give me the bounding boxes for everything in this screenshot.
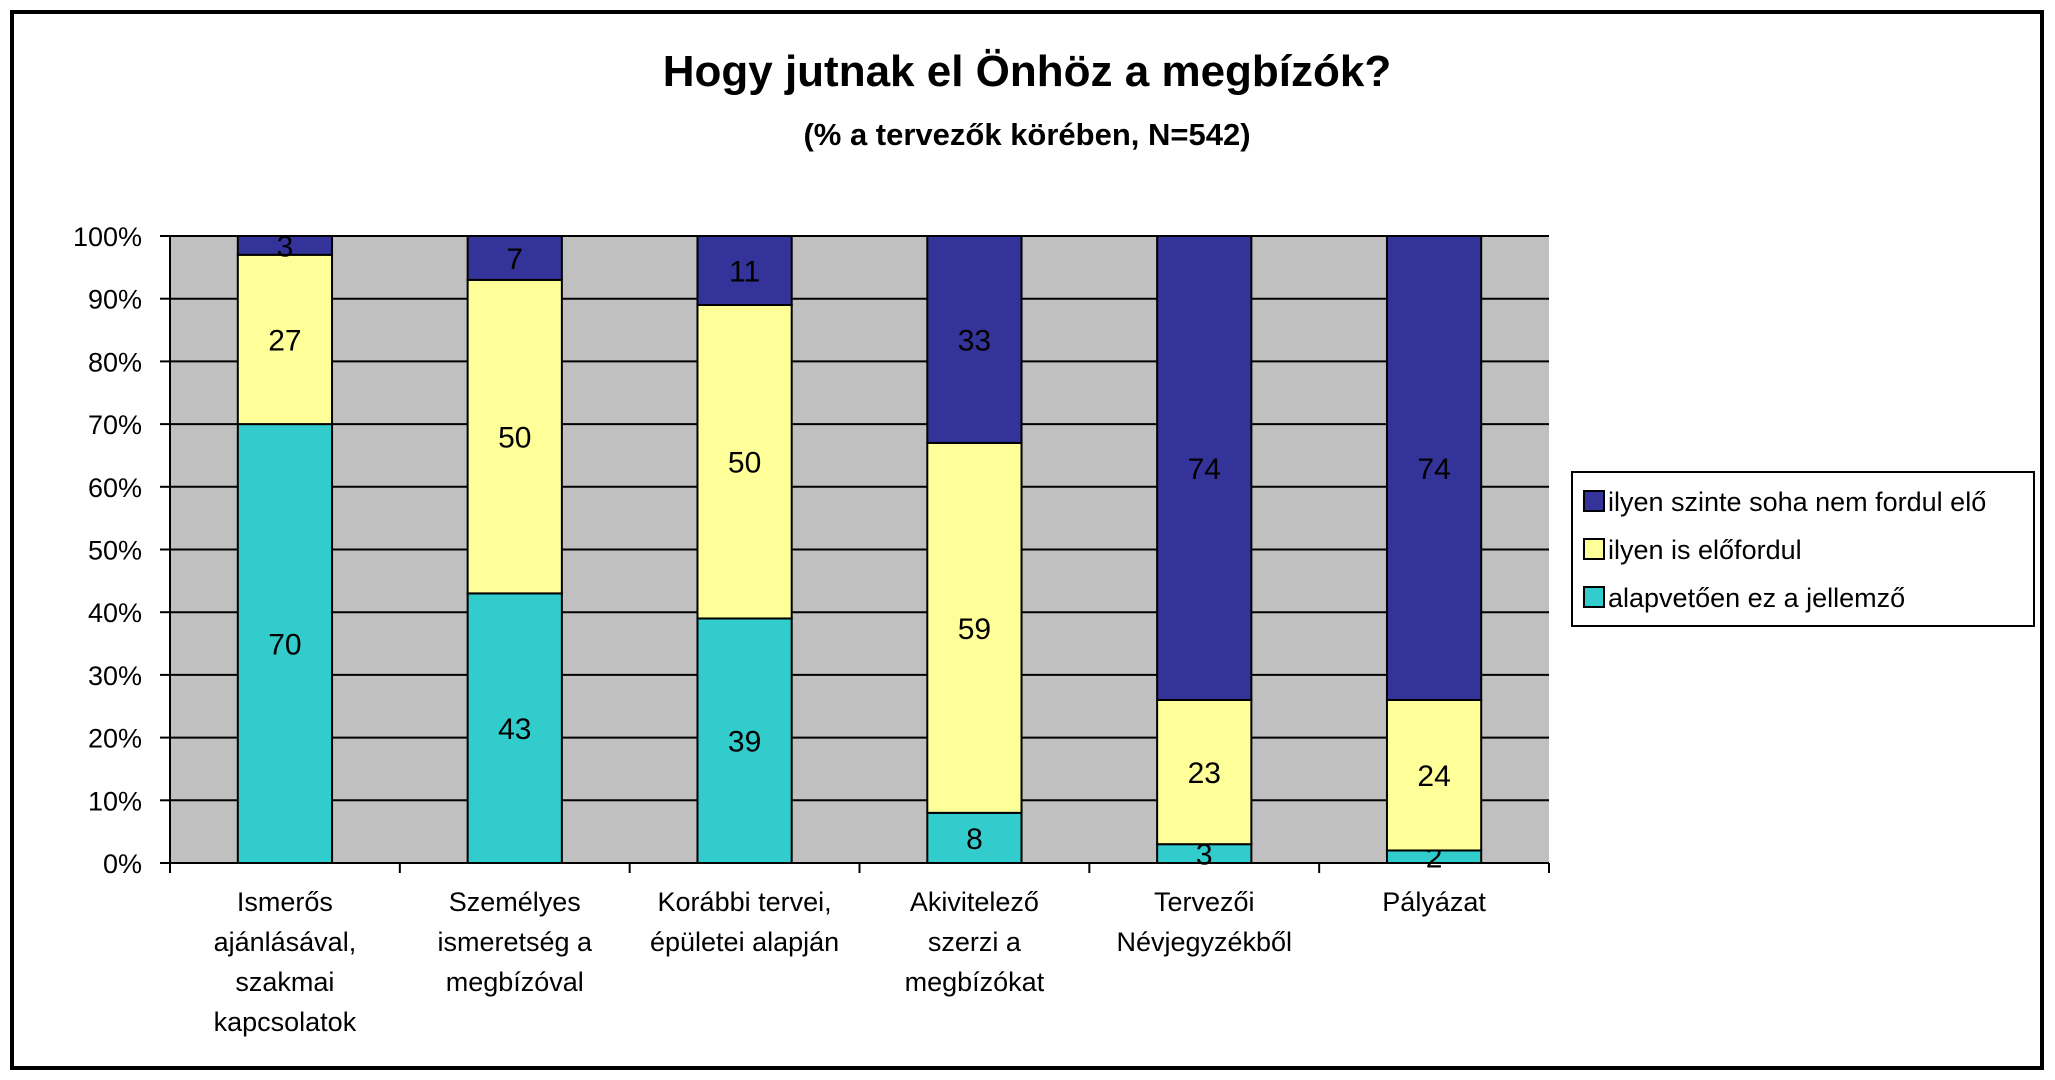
- data-label: 74: [1417, 453, 1450, 486]
- chart-title: Hogy jutnak el Önhöz a megbízók?: [663, 47, 1392, 96]
- data-label: 27: [268, 324, 301, 357]
- x-tick-label-line: megbízóval: [446, 967, 584, 997]
- bar-segment: [236, 235, 334, 256]
- axes: [160, 235, 1550, 873]
- x-tick-label-line: Tervezői: [1154, 887, 1255, 917]
- gridlines: [170, 235, 1549, 802]
- y-tick-labels: 0% 10% 20% 30% 40% 50% 60% 70% 80% 90% 100%: [73, 222, 142, 879]
- bar-segment: [926, 235, 1023, 444]
- y-tick-label: 50%: [88, 536, 142, 566]
- x-tick-label-line: Ismerős: [237, 887, 333, 917]
- y-tick-label: 10%: [88, 786, 142, 816]
- bar-segment: [236, 253, 334, 426]
- bar-segment: [1156, 698, 1253, 846]
- x-tick-label-line: kapcsolatok: [214, 1007, 357, 1037]
- legend-box: [1571, 471, 2035, 627]
- x-tick-label-line: ismeretség a: [437, 927, 593, 957]
- bar-segment: [466, 235, 563, 281]
- legend-label: alapvetően ez a jellemző: [1608, 583, 1905, 613]
- legend-swatch: [1583, 586, 1605, 608]
- data-label: 8: [966, 823, 983, 856]
- data-label: 70: [268, 629, 301, 662]
- data-label: 50: [728, 447, 761, 480]
- x-tick-label-line: Névjegyzékből: [1116, 927, 1292, 957]
- x-tick-label-line: Akivitelező: [910, 887, 1039, 917]
- data-label: 50: [498, 422, 531, 455]
- bar-segment: [926, 441, 1023, 814]
- legend-swatch: [1583, 490, 1605, 512]
- y-tick-label: 20%: [88, 724, 142, 754]
- x-tick-label-line: megbízókat: [905, 967, 1045, 997]
- x-tick-label-line: szakmai: [235, 967, 334, 997]
- x-tick-label-line: ajánlásával,: [214, 927, 357, 957]
- x-tick-label: Pályázat: [1382, 887, 1486, 917]
- bar-segment: [466, 278, 563, 595]
- chart-subtitle: (% a tervezők körében, N=542): [803, 117, 1250, 152]
- x-tick-label-line: Pályázat: [1382, 887, 1486, 917]
- x-tick-labels: Ismerős ajánlásával, szakmai kapcsolatok Sze…: [214, 887, 1487, 1037]
- bar-segment: [696, 617, 793, 864]
- data-label: 43: [498, 713, 531, 746]
- data-label: 59: [958, 613, 991, 646]
- legend-label: ilyen is előfordul: [1608, 535, 1802, 565]
- bar-segment: [696, 235, 793, 306]
- data-label: 7: [506, 243, 523, 276]
- x-tick-label: Ismerős ajánlásával, szakmai kapcsolatok: [214, 887, 357, 1037]
- y-tick-label: 0%: [103, 849, 142, 879]
- y-tick-label: 30%: [88, 661, 142, 691]
- x-tick-label: Tervezői Névjegyzékből: [1116, 887, 1292, 957]
- y-tick-label: 80%: [88, 347, 142, 377]
- x-tick-label: Korábbi tervei, épületei alapján: [650, 887, 839, 957]
- bar-segment: [236, 423, 334, 864]
- y-tick-label: 70%: [88, 410, 142, 440]
- bar-segment: [1385, 235, 1483, 701]
- legend-swatch: [1583, 538, 1605, 560]
- bar-segment: [1385, 698, 1483, 852]
- bar-segment: [696, 303, 793, 620]
- legend: ilyen szinte soha nem fordul elő ilyen is…: [1571, 471, 2035, 627]
- legend-label: ilyen szinte soha nem fordul elő: [1608, 487, 1986, 517]
- x-tick-label-line: Korábbi tervei,: [658, 887, 832, 917]
- data-label: 39: [728, 726, 761, 759]
- y-tick-label: 90%: [88, 285, 142, 315]
- bar-segment: [1156, 235, 1253, 701]
- data-label: 23: [1188, 757, 1221, 790]
- x-tick-label-line: Személyes: [449, 887, 581, 917]
- data-label: 3: [277, 230, 294, 263]
- x-tick-label: Személyes ismeretség a megbízóval: [437, 887, 593, 997]
- y-tick-label: 100%: [73, 222, 142, 252]
- data-label: 11: [729, 255, 760, 288]
- data-label: 74: [1188, 453, 1221, 486]
- y-tick-label: 40%: [88, 598, 142, 628]
- y-tick-label: 60%: [88, 473, 142, 503]
- x-tick-label-line: épületei alapján: [650, 927, 839, 957]
- x-tick-label-line: szerzi a: [928, 927, 1022, 957]
- data-label: 24: [1417, 760, 1450, 793]
- data-label: 33: [958, 324, 991, 357]
- x-tick-label: Akivitelező szerzi a megbízókat: [905, 887, 1045, 997]
